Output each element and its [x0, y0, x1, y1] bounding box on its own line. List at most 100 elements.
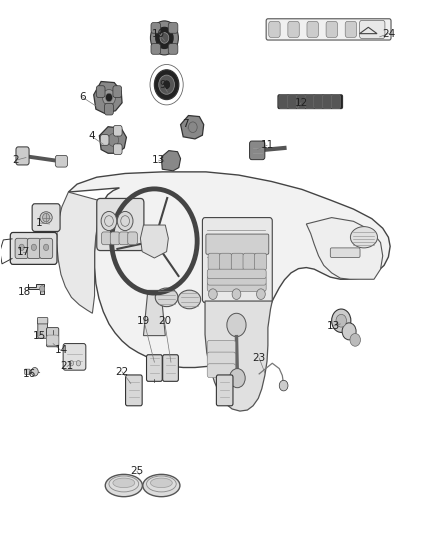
FancyBboxPatch shape: [278, 95, 343, 109]
Polygon shape: [28, 284, 44, 294]
FancyBboxPatch shape: [113, 144, 122, 155]
Text: 24: 24: [382, 29, 395, 39]
Circle shape: [188, 122, 197, 133]
Polygon shape: [99, 127, 127, 154]
Ellipse shape: [178, 290, 201, 309]
FancyBboxPatch shape: [243, 253, 255, 270]
Text: 17: 17: [17, 247, 30, 256]
FancyBboxPatch shape: [37, 318, 48, 324]
Text: 21: 21: [60, 361, 74, 372]
Circle shape: [154, 70, 179, 100]
Circle shape: [43, 244, 49, 251]
FancyBboxPatch shape: [119, 232, 129, 245]
FancyBboxPatch shape: [269, 21, 280, 37]
Text: 2: 2: [13, 155, 19, 165]
Text: 15: 15: [32, 330, 46, 341]
FancyBboxPatch shape: [105, 103, 113, 115]
FancyBboxPatch shape: [46, 328, 59, 347]
Circle shape: [31, 244, 36, 251]
FancyBboxPatch shape: [207, 269, 266, 279]
FancyBboxPatch shape: [11, 232, 57, 264]
FancyBboxPatch shape: [102, 232, 111, 245]
FancyBboxPatch shape: [231, 253, 244, 270]
Circle shape: [350, 334, 360, 346]
Circle shape: [232, 289, 241, 300]
Circle shape: [102, 90, 116, 106]
Text: 9: 9: [160, 80, 166, 90]
Circle shape: [159, 75, 174, 94]
Text: 14: 14: [54, 345, 67, 356]
FancyBboxPatch shape: [288, 95, 297, 109]
Text: 12: 12: [294, 98, 308, 108]
Circle shape: [101, 212, 117, 231]
Circle shape: [42, 213, 49, 222]
FancyBboxPatch shape: [63, 344, 86, 370]
FancyBboxPatch shape: [110, 232, 120, 245]
FancyBboxPatch shape: [254, 253, 267, 270]
Ellipse shape: [40, 212, 52, 223]
Circle shape: [117, 212, 133, 231]
Text: 10: 10: [152, 29, 165, 39]
FancyBboxPatch shape: [55, 156, 67, 167]
FancyBboxPatch shape: [208, 253, 220, 270]
FancyBboxPatch shape: [126, 375, 142, 406]
Polygon shape: [306, 217, 383, 279]
FancyBboxPatch shape: [326, 21, 337, 37]
FancyBboxPatch shape: [250, 141, 265, 160]
Circle shape: [106, 93, 113, 102]
Circle shape: [230, 368, 245, 387]
FancyBboxPatch shape: [207, 282, 266, 292]
Polygon shape: [141, 225, 168, 258]
FancyBboxPatch shape: [266, 19, 391, 40]
FancyBboxPatch shape: [207, 341, 236, 354]
FancyBboxPatch shape: [16, 147, 29, 165]
Text: 23: 23: [253, 353, 266, 363]
Circle shape: [208, 289, 217, 300]
Circle shape: [39, 286, 45, 292]
FancyBboxPatch shape: [345, 21, 357, 37]
FancyBboxPatch shape: [360, 20, 385, 38]
FancyBboxPatch shape: [32, 204, 60, 231]
FancyBboxPatch shape: [97, 198, 144, 251]
Text: 1: 1: [36, 218, 42, 228]
Text: 20: 20: [158, 316, 171, 326]
Circle shape: [279, 380, 288, 391]
FancyBboxPatch shape: [305, 95, 314, 109]
Circle shape: [69, 361, 74, 366]
FancyBboxPatch shape: [100, 135, 109, 146]
FancyBboxPatch shape: [151, 22, 161, 33]
Circle shape: [145, 229, 164, 253]
Ellipse shape: [150, 478, 172, 488]
FancyBboxPatch shape: [322, 95, 332, 109]
Polygon shape: [68, 172, 390, 368]
FancyBboxPatch shape: [207, 276, 266, 285]
FancyBboxPatch shape: [296, 95, 306, 109]
Polygon shape: [94, 82, 122, 114]
Circle shape: [332, 309, 351, 333]
Polygon shape: [144, 290, 165, 336]
Ellipse shape: [113, 478, 135, 488]
Text: 16: 16: [22, 369, 36, 379]
FancyBboxPatch shape: [288, 21, 299, 37]
FancyBboxPatch shape: [25, 369, 30, 374]
FancyBboxPatch shape: [38, 319, 47, 338]
FancyBboxPatch shape: [314, 95, 323, 109]
Circle shape: [336, 314, 346, 327]
FancyBboxPatch shape: [168, 44, 178, 54]
FancyBboxPatch shape: [330, 248, 360, 257]
FancyBboxPatch shape: [162, 355, 178, 381]
Ellipse shape: [143, 474, 180, 497]
Polygon shape: [57, 192, 103, 313]
FancyBboxPatch shape: [219, 253, 232, 270]
FancyBboxPatch shape: [216, 375, 233, 406]
Polygon shape: [161, 151, 180, 171]
FancyBboxPatch shape: [46, 335, 59, 346]
Text: 13: 13: [152, 155, 166, 165]
Text: 11: 11: [261, 140, 274, 150]
Text: 13: 13: [327, 321, 340, 331]
Ellipse shape: [155, 288, 178, 306]
FancyBboxPatch shape: [207, 352, 236, 366]
Text: 7: 7: [182, 119, 188, 129]
Circle shape: [342, 323, 356, 340]
FancyBboxPatch shape: [113, 125, 122, 136]
